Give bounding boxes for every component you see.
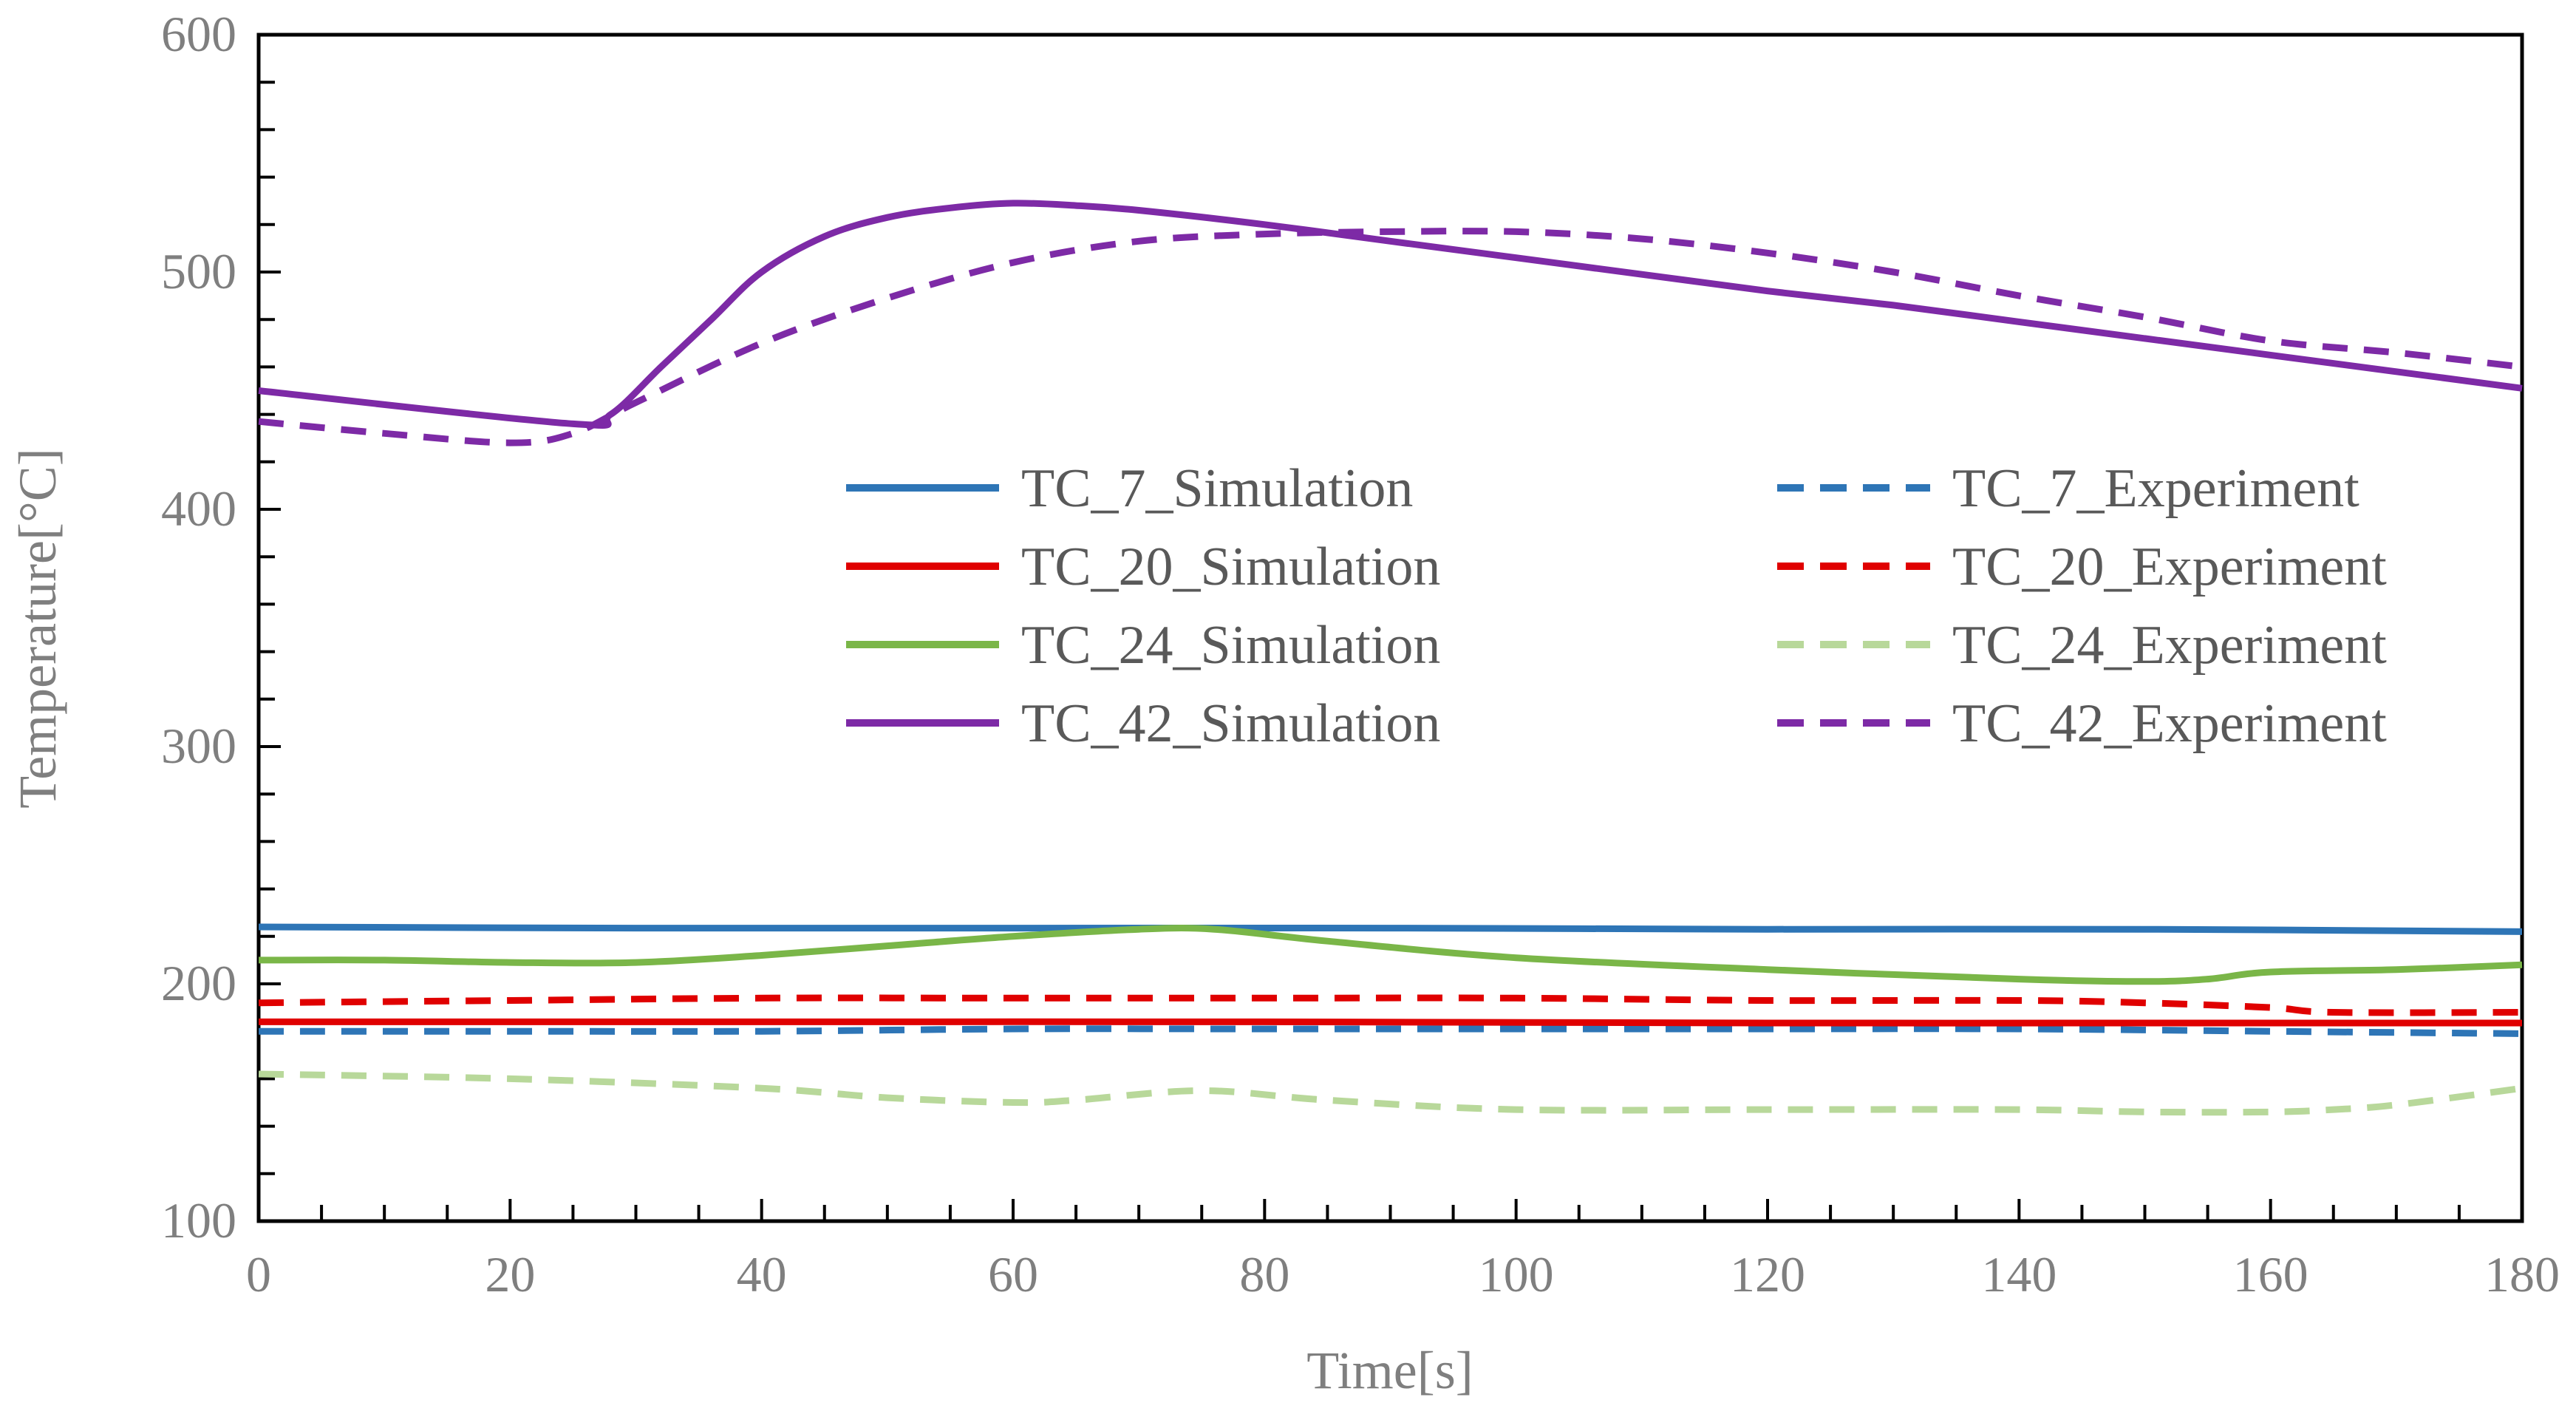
x-tick-label-60: 60: [988, 1246, 1038, 1302]
legend-label-tc-7-simulation: TC_7_Simulation: [1021, 458, 1413, 519]
x-axis-tick-labels: 0 20 40 60 80 100 120 140 160 180: [246, 1246, 2560, 1302]
series-line-tc-7-simulation: [258, 923, 2523, 935]
series-line-tc-42-experiment: [258, 228, 2523, 446]
legend-label-tc-20-experiment: TC_20_Experiment: [1952, 537, 2387, 597]
y-tick-label-500: 500: [161, 243, 236, 299]
x-tick-label-160: 160: [2233, 1246, 2308, 1302]
legend-label-tc-7-experiment: TC_7_Experiment: [1952, 458, 2359, 519]
x-tick-label-0: 0: [246, 1246, 271, 1302]
y-tick-label-400: 400: [161, 480, 236, 537]
y-axis-title: Temperature[°C]: [8, 448, 67, 809]
series-line-tc-42-simulation: [258, 200, 2523, 429]
x-axis-ticks: [320, 1199, 2461, 1221]
y-tick-label-600: 600: [161, 6, 236, 62]
series-lines: [258, 200, 2523, 1116]
y-tick-label-100: 100: [161, 1192, 236, 1248]
series-line-tc-24-simulation: [258, 925, 2523, 985]
x-tick-label-180: 180: [2484, 1246, 2560, 1302]
legend: TC_7_Simulation TC_7_Experiment TC_20_Simu…: [846, 458, 2387, 754]
legend-label-tc-24-simulation: TC_24_Simulation: [1021, 615, 1440, 676]
legend-label-tc-20-simulation: TC_20_Simulation: [1021, 537, 1440, 597]
y-tick-label-200: 200: [161, 955, 236, 1011]
x-tick-label-140: 140: [1981, 1246, 2057, 1302]
y-tick-label-300: 300: [161, 718, 236, 774]
legend-label-tc-42-experiment: TC_42_Experiment: [1952, 693, 2387, 754]
x-tick-label-100: 100: [1479, 1246, 1554, 1302]
x-tick-label-40: 40: [737, 1246, 787, 1302]
x-tick-label-120: 120: [1730, 1246, 1805, 1302]
x-axis-title: Time[s]: [1306, 1341, 1473, 1400]
series-line-tc-20-experiment: [258, 994, 2523, 1016]
y-axis-ticks: [259, 81, 281, 1175]
x-tick-label-80: 80: [1239, 1246, 1289, 1302]
series-line-tc-7-experiment: [258, 1025, 2523, 1037]
legend-label-tc-24-experiment: TC_24_Experiment: [1952, 615, 2387, 676]
series-line-tc-20-simulation: [258, 1018, 2522, 1027]
series-line-tc-24-experiment: [258, 1070, 2523, 1116]
x-tick-label-20: 20: [485, 1246, 535, 1302]
legend-label-tc-42-simulation: TC_42_Simulation: [1021, 693, 1440, 754]
y-axis-tick-labels: 100 200 300 400 500 600: [161, 6, 236, 1248]
